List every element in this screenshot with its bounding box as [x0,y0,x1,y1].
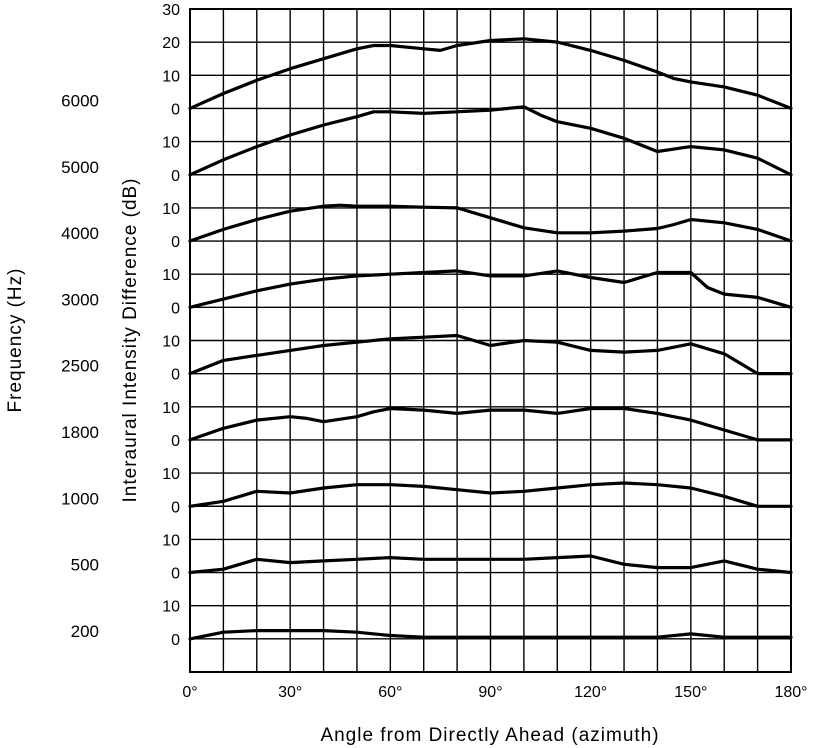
x-tick-labels: 0° 30° 60° 90° 120° 150° 180° [182,684,807,701]
frequency-label: 4000 [61,224,99,243]
y-tick-label: 0 [171,168,180,185]
y-tick-label: 0 [171,632,180,649]
series-line-500hz [188,554,793,575]
frequency-label: 1800 [61,423,99,442]
series-line-6000hz [188,37,793,111]
y-tick-label: 10 [162,400,180,417]
y-tick-label: 0 [171,101,180,118]
y-tick-label: 0 [171,499,180,516]
y-tick-label: 10 [162,267,180,284]
series-line-1800hz [188,406,793,442]
frequency-labels: 6000 5000 4000 3000 2500 1800 1000 500 200 [61,91,99,640]
grid [189,8,792,673]
series-line-200hz [188,628,793,641]
x-tick-label: 150° [674,684,707,701]
x-tick-label: 120° [574,684,607,701]
y-tick-label: 10 [162,135,180,152]
y-tick-labels: 0 10 20 30 0 10 0 10 0 10 0 10 0 10 0 10 0 10 0 10 [162,2,180,649]
y-tick-label: 30 [162,2,180,19]
plot-border [189,8,792,673]
x-tick-label: 180° [774,684,807,701]
frequency-label: 1000 [61,489,99,508]
y-tick-label: 10 [162,68,180,85]
series-line-2500hz [188,333,793,376]
x-tick-label: 30° [278,684,302,701]
y-tick-label: 0 [171,433,180,450]
series-line-5000hz [188,105,793,177]
y-tick-label: 10 [162,201,180,218]
frequency-label: 6000 [61,91,99,110]
x-tick-label: 60° [378,684,402,701]
frequency-label: 500 [71,556,99,575]
x-tick-label: 90° [478,684,502,701]
frequency-label: 2500 [61,357,99,376]
y-tick-label: 10 [162,466,180,483]
y-tick-label: 10 [162,334,180,351]
y-tick-label: 10 [162,599,180,616]
frequency-axis-label: Frequency (Hz) [5,268,26,413]
y-tick-label: 20 [162,35,180,52]
frequency-label: 3000 [61,290,99,309]
series-line-4000hz [188,203,793,243]
y-tick-label: 0 [171,300,180,317]
x-axis-label: Angle from Directly Ahead (azimuth) [320,725,659,746]
series-layer [188,37,793,641]
y-tick-label: 0 [171,566,180,583]
series-line-1000hz [188,481,793,508]
y-tick-label: 0 [171,367,180,384]
y-tick-label: 10 [162,532,180,549]
frequency-label: 5000 [61,158,99,177]
frequency-label: 200 [71,622,99,641]
y-tick-label: 0 [171,234,180,251]
y-axis-label: Interaural Intensity Difference (dB) [120,177,141,502]
x-tick-label: 0° [182,684,197,701]
series-line-3000hz [188,269,793,309]
